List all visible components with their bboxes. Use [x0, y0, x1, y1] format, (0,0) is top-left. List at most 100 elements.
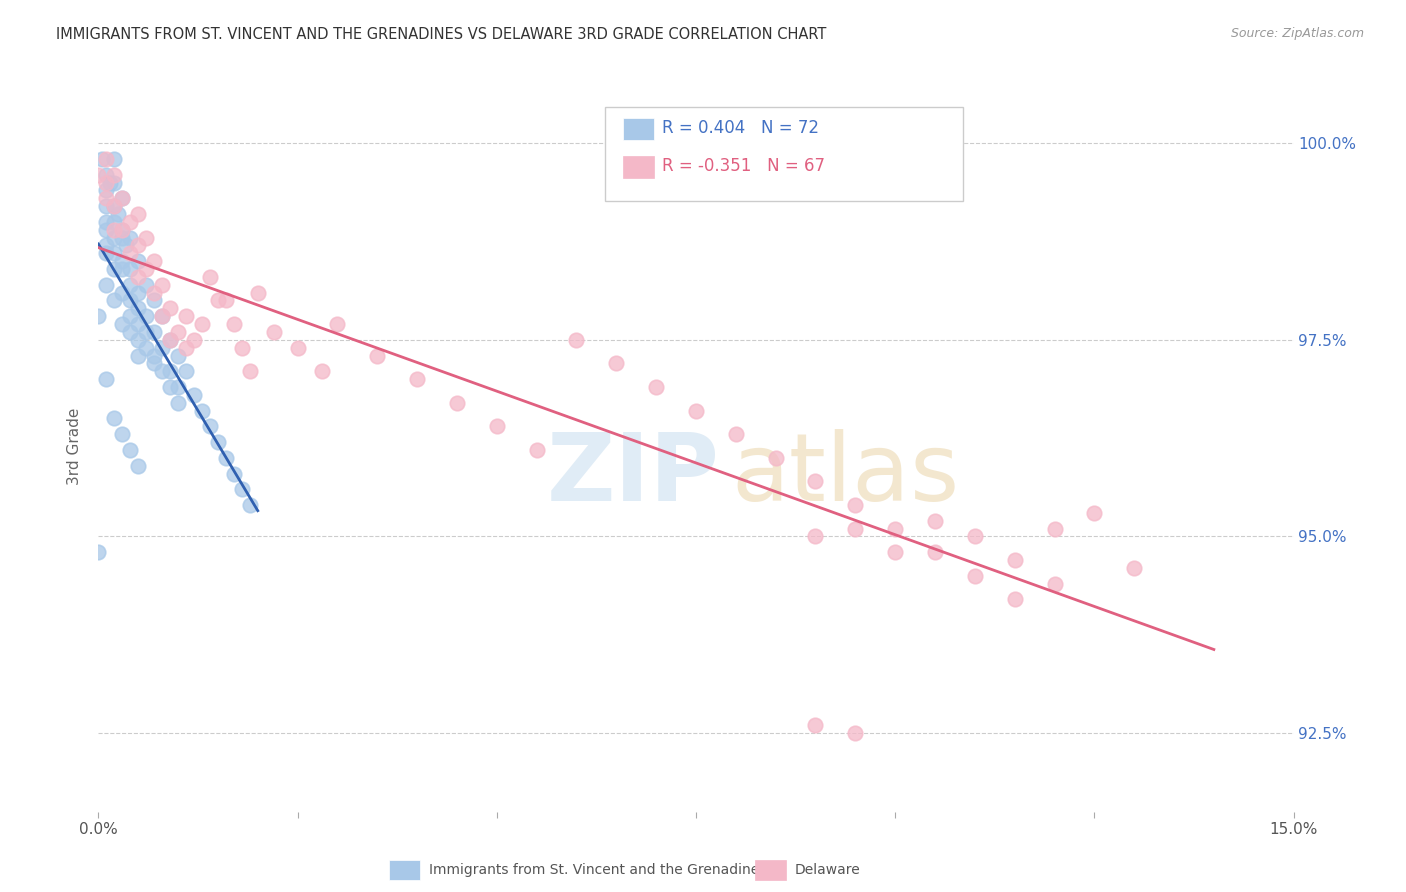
Point [111, 191, 134, 205]
Point [159, 301, 181, 316]
Point [135, 341, 157, 355]
Point [103, 199, 125, 213]
Point [120, 215, 142, 229]
Point [1123, 561, 1146, 575]
Point [143, 325, 166, 339]
Point [127, 238, 149, 252]
Text: Source: ZipAtlas.com: Source: ZipAtlas.com [1230, 27, 1364, 40]
Point [96, 176, 118, 190]
Point [159, 380, 181, 394]
Point [191, 403, 214, 417]
Point [96, 246, 118, 260]
Point [111, 223, 134, 237]
Point [120, 442, 142, 457]
Point [150, 277, 173, 292]
Point [526, 442, 548, 457]
Point [231, 341, 253, 355]
Point [1004, 592, 1026, 607]
Point [724, 427, 747, 442]
Point [103, 152, 125, 166]
Point [1043, 576, 1066, 591]
Point [963, 529, 986, 543]
Point [127, 333, 149, 347]
Point [103, 262, 125, 277]
Point [120, 262, 142, 277]
Point [765, 450, 787, 465]
Point [127, 458, 149, 473]
Text: Delaware: Delaware [794, 863, 860, 877]
Point [96, 223, 118, 237]
Text: Immigrants from St. Vincent and the Grenadines: Immigrants from St. Vincent and the Gren… [429, 863, 766, 877]
Point [246, 285, 269, 300]
Point [198, 269, 221, 284]
Point [96, 215, 118, 229]
Point [103, 176, 125, 190]
Point [103, 411, 125, 425]
Point [1043, 522, 1066, 536]
Point [135, 230, 157, 244]
Point [111, 223, 134, 237]
Point [605, 356, 627, 370]
Point [103, 199, 125, 213]
Point [924, 514, 946, 528]
Point [287, 341, 309, 355]
Point [685, 403, 707, 417]
Point [485, 419, 508, 434]
Point [446, 396, 468, 410]
Point [366, 349, 388, 363]
Point [127, 207, 149, 221]
Point [963, 568, 986, 582]
Point [191, 317, 214, 331]
Point [96, 191, 118, 205]
Point [215, 293, 238, 308]
Point [884, 545, 907, 559]
Point [115, 238, 138, 252]
Text: IMMIGRANTS FROM ST. VINCENT AND THE GRENADINES VS DELAWARE 3RD GRADE CORRELATION: IMMIGRANTS FROM ST. VINCENT AND THE GREN… [56, 27, 827, 42]
Point [91, 152, 114, 166]
Point [804, 475, 827, 489]
Point [135, 262, 157, 277]
Point [159, 333, 181, 347]
Point [183, 333, 205, 347]
Point [167, 325, 190, 339]
Point [143, 293, 166, 308]
Point [207, 435, 229, 450]
Point [150, 341, 173, 355]
Point [87, 545, 110, 559]
Point [239, 498, 262, 512]
Point [98, 176, 122, 190]
Point [111, 230, 134, 244]
Point [222, 467, 245, 481]
Point [198, 419, 221, 434]
Point [884, 522, 907, 536]
Point [103, 246, 125, 260]
Point [844, 498, 866, 512]
Point [311, 364, 333, 378]
Point [120, 310, 142, 324]
Point [150, 310, 173, 324]
Point [103, 293, 125, 308]
Point [804, 718, 827, 732]
Point [207, 293, 229, 308]
Point [111, 285, 134, 300]
Point [111, 317, 134, 331]
Point [96, 183, 118, 197]
Point [103, 168, 125, 182]
Point [143, 356, 166, 370]
Point [127, 301, 149, 316]
Point [127, 269, 149, 284]
Point [239, 364, 262, 378]
Text: atlas: atlas [733, 429, 960, 521]
Point [96, 168, 118, 182]
Point [96, 152, 118, 166]
Point [150, 364, 173, 378]
Point [127, 254, 149, 268]
Point [150, 310, 173, 324]
Point [326, 317, 349, 331]
Point [127, 349, 149, 363]
Point [103, 223, 125, 237]
Point [111, 262, 134, 277]
Point [1083, 506, 1105, 520]
Point [103, 230, 125, 244]
Point [143, 285, 166, 300]
